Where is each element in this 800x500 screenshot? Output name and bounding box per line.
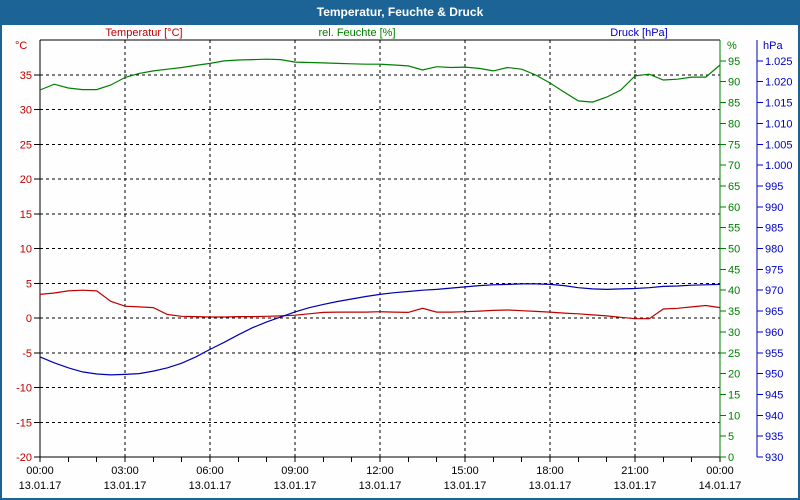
time-tick-label: 09:00 bbox=[281, 465, 309, 477]
pressure-tick-label: 965 bbox=[765, 306, 783, 318]
temperature-tick-label: 30 bbox=[20, 105, 32, 117]
pressure-tick-label: 935 bbox=[765, 431, 783, 443]
pressure-tick-label: 995 bbox=[765, 181, 783, 193]
window-title: Temperatur, Feuchte & Druck bbox=[316, 5, 484, 19]
temperature-tick-label: -20 bbox=[16, 452, 32, 464]
date-tick-label: 13.01.17 bbox=[274, 480, 317, 492]
temperature-curve bbox=[39, 289, 721, 320]
humidity-tick-label: 35 bbox=[728, 306, 740, 318]
pressure-tick-label: 960 bbox=[765, 327, 783, 339]
humidity-tick-label: 65 bbox=[728, 181, 740, 193]
humidity-tick-label: 20 bbox=[728, 369, 740, 381]
temperature-tick-label: -5 bbox=[22, 348, 32, 360]
humidity-tick-label: 85 bbox=[728, 98, 740, 110]
time-tick-label: 15:00 bbox=[451, 465, 479, 477]
humidity-tick-label: 25 bbox=[728, 348, 740, 360]
pressure-tick-label: 1.000 bbox=[765, 160, 793, 172]
pressure-tick-label: 980 bbox=[765, 244, 783, 256]
temperature-tick-label: 10 bbox=[20, 244, 32, 256]
pressure-tick-label: 945 bbox=[765, 389, 783, 401]
pressure-tick-label: 1.010 bbox=[765, 118, 793, 130]
legend-pressure: Druck [hPa] bbox=[610, 27, 668, 39]
humidity-tick-label: 70 bbox=[728, 160, 740, 172]
humidity-tick-label: 0 bbox=[728, 452, 734, 464]
time-tick-label: 12:00 bbox=[366, 465, 394, 477]
humidity-tick-label: 30 bbox=[728, 327, 740, 339]
temperature-tick-label: 25 bbox=[20, 139, 32, 151]
temperature-tick-label: 0 bbox=[26, 313, 32, 325]
temperature-tick-label: -15 bbox=[16, 417, 32, 429]
pressure-tick-label: 1.015 bbox=[765, 98, 793, 110]
humidity-axis-unit-label: % bbox=[727, 40, 737, 52]
date-tick-label: 13.01.17 bbox=[19, 480, 62, 492]
temperature-tick-label: 15 bbox=[20, 209, 32, 221]
gridlines bbox=[40, 40, 720, 457]
time-tick-label: 03:00 bbox=[111, 465, 139, 477]
date-tick-label: 13.01.17 bbox=[359, 480, 402, 492]
humidity-tick-label: 15 bbox=[728, 389, 740, 401]
pressure-tick-label: 1.005 bbox=[765, 139, 793, 151]
pressure-tick-label: 990 bbox=[765, 202, 783, 214]
time-tick-label: 21:00 bbox=[621, 465, 649, 477]
time-axis: 00:00 13.01.17 03:00 13.01.17 06:00 13.01.17 0… bbox=[19, 457, 742, 492]
left-axis-unit-label: °C bbox=[15, 40, 28, 52]
humidity-curve bbox=[39, 58, 721, 103]
humidity-tick-label: 80 bbox=[728, 118, 740, 130]
pressure-tick-label: 1.020 bbox=[765, 77, 793, 89]
pressure-tick-label: 975 bbox=[765, 264, 783, 276]
curves bbox=[39, 58, 721, 376]
humidity-tick-label: 95 bbox=[728, 56, 740, 68]
date-tick-label: 13.01.17 bbox=[529, 480, 572, 492]
temperature-axis: 35 30 25 20 15 10 5 0 -5 -10 -15 -20 bbox=[16, 70, 40, 464]
date-tick-label: 13.01.17 bbox=[104, 480, 147, 492]
legend-humidity: rel. Feuchte [%] bbox=[318, 27, 396, 39]
humidity-tick-label: 45 bbox=[728, 264, 740, 276]
temperature-tick-label: 5 bbox=[26, 278, 32, 290]
pressure-curve bbox=[39, 283, 721, 376]
time-tick-label: 18:00 bbox=[536, 465, 564, 477]
humidity-tick-label: 10 bbox=[728, 410, 740, 422]
pressure-tick-label: 940 bbox=[765, 410, 783, 422]
pressure-tick-label: 970 bbox=[765, 285, 783, 297]
temperature-tick-label: -10 bbox=[16, 383, 32, 395]
humidity-tick-label: 50 bbox=[728, 244, 740, 256]
humidity-tick-label: 55 bbox=[728, 223, 740, 235]
humidity-tick-label: 90 bbox=[728, 77, 740, 89]
pressure-tick-label: 955 bbox=[765, 348, 783, 360]
humidity-tick-label: 5 bbox=[728, 431, 734, 443]
pressure-tick-label: 985 bbox=[765, 223, 783, 235]
humidity-tick-label: 75 bbox=[728, 139, 740, 151]
date-tick-label: 13.01.17 bbox=[614, 480, 657, 492]
humidity-tick-label: 60 bbox=[728, 202, 740, 214]
time-tick-label: 00:00 bbox=[26, 465, 54, 477]
date-tick-label: 13.01.17 bbox=[189, 480, 232, 492]
time-tick-label: 06:00 bbox=[196, 465, 224, 477]
temperature-tick-label: 35 bbox=[20, 70, 32, 82]
pressure-axis: 1.025 1.020 1.015 1.010 1.005 1.000 995 990 985 9… bbox=[756, 40, 793, 464]
time-tick-label: 00:00 bbox=[706, 465, 734, 477]
humidity-tick-label: 40 bbox=[728, 285, 740, 297]
pressure-tick-label: 1.025 bbox=[765, 56, 793, 68]
title-bar: Temperatur, Feuchte & Druck bbox=[0, 0, 800, 25]
date-tick-label: 14.01.17 bbox=[699, 480, 742, 492]
pressure-tick-label: 950 bbox=[765, 369, 783, 381]
date-tick-label: 13.01.17 bbox=[444, 480, 487, 492]
legend-temperature: Temperatur [°C] bbox=[105, 27, 183, 39]
temperature-tick-label: 20 bbox=[20, 174, 32, 186]
pressure-tick-label: 930 bbox=[765, 452, 783, 464]
pressure-axis-unit-label: hPa bbox=[763, 40, 783, 52]
